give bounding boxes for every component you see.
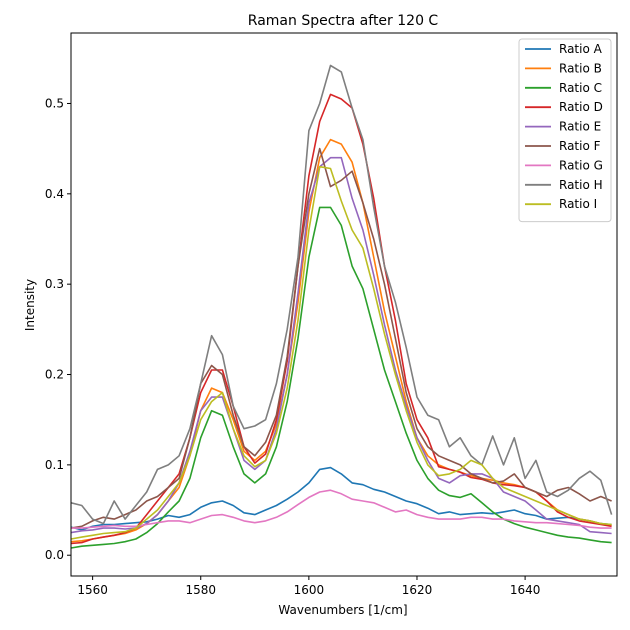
legend-label: Ratio A xyxy=(559,42,603,56)
legend-label: Ratio C xyxy=(559,81,602,95)
series-line-ratio-d xyxy=(71,93,612,545)
series-line-ratio-e xyxy=(71,156,612,535)
series-line-ratio-c xyxy=(71,206,612,549)
y-axis-title: Intensity xyxy=(23,279,37,331)
series-line-ratio-f xyxy=(71,147,612,529)
x-tick-label: 1560 xyxy=(77,583,108,597)
legend-label: Ratio H xyxy=(559,178,603,192)
y-tick-label: 0.1 xyxy=(45,458,64,472)
y-tick-label: 0.2 xyxy=(45,368,64,382)
series-layer xyxy=(71,64,613,549)
legend-label: Ratio I xyxy=(559,197,597,211)
y-tick-label: 0.0 xyxy=(45,548,64,562)
x-axis-title: Wavenumbers [1/cm] xyxy=(278,603,407,617)
legend-label: Ratio B xyxy=(559,61,602,75)
y-axis: 0.0 0.1 0.2 0.3 0.4 0.5 xyxy=(45,96,71,562)
legend-label: Ratio E xyxy=(559,120,601,134)
series-line-ratio-a xyxy=(71,466,612,531)
series-line-ratio-h xyxy=(71,64,613,525)
legend: Ratio A Ratio B Ratio C Ratio D Ratio E Ratio… xyxy=(518,38,612,223)
x-axis: 1560 1580 1600 1620 1640 xyxy=(77,576,540,597)
y-tick-label: 0.5 xyxy=(45,96,64,110)
y-tick-label: 0.4 xyxy=(45,187,64,201)
y-tick-label: 0.3 xyxy=(45,277,64,291)
chart-title: Raman Spectra after 120 C xyxy=(248,13,439,29)
legend-label: Ratio G xyxy=(559,158,603,172)
x-tick-label: 1600 xyxy=(294,583,325,597)
plot-frame xyxy=(70,32,618,577)
legend-label: Ratio D xyxy=(559,100,603,114)
x-tick-label: 1640 xyxy=(510,583,541,597)
legend-box xyxy=(518,38,612,223)
x-tick-label: 1580 xyxy=(185,583,216,597)
series-line-ratio-g xyxy=(71,489,612,529)
legend-label: Ratio F xyxy=(559,139,601,153)
series-line-ratio-i xyxy=(71,165,612,540)
x-tick-label: 1620 xyxy=(402,583,433,597)
